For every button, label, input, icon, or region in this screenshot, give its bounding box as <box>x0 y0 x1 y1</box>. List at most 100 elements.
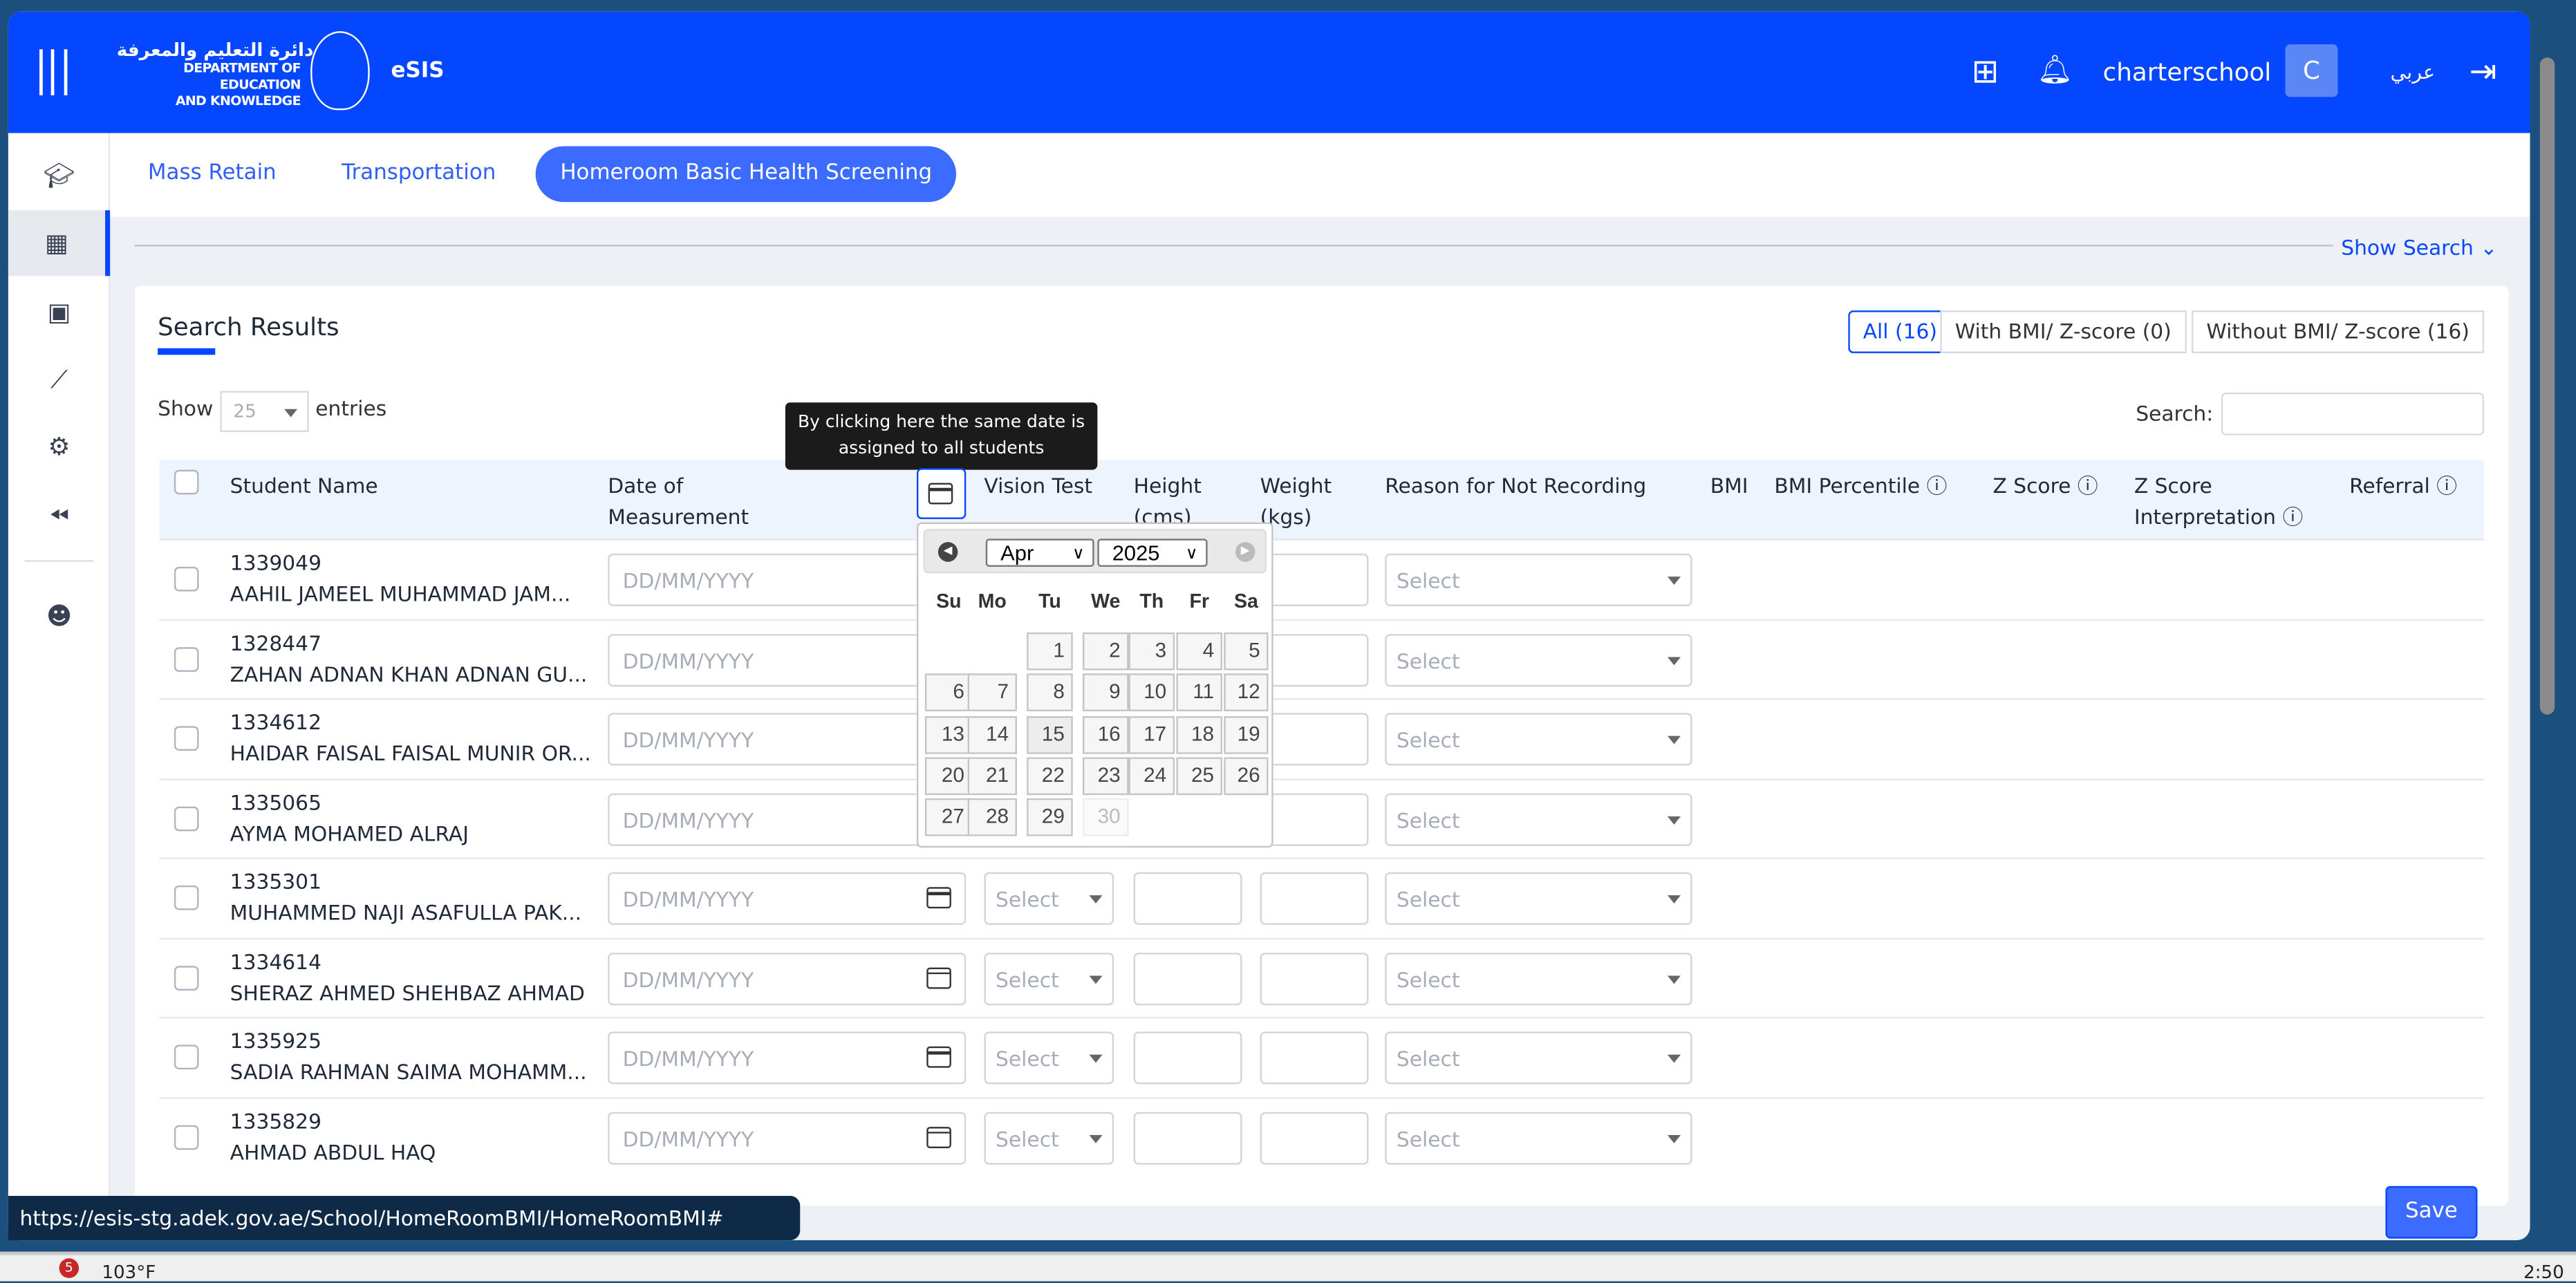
row-checkbox[interactable] <box>174 885 199 910</box>
day-cell[interactable]: 1 <box>1027 632 1073 671</box>
row-checkbox[interactable] <box>174 965 199 990</box>
col-height[interactable]: Height (cms) <box>1133 473 1202 530</box>
day-cell[interactable]: 2 <box>1082 632 1129 671</box>
month-select[interactable]: Apr ∨ <box>985 539 1094 567</box>
weight-input[interactable] <box>1260 553 1369 606</box>
clock[interactable]: 2:50 <box>2523 1261 2564 1283</box>
vision-select[interactable]: Select <box>984 872 1114 925</box>
col-bmi-percentile[interactable]: BMI Percentile ⓘ <box>1774 470 1947 501</box>
entries-select[interactable]: 25 <box>220 391 309 432</box>
weight-input[interactable] <box>1260 1031 1369 1085</box>
username[interactable]: charterschool <box>2102 57 2272 87</box>
row-checkbox[interactable] <box>174 1124 199 1150</box>
day-cell[interactable]: 27 <box>924 798 973 836</box>
col-referral[interactable]: Referral ⓘ <box>2349 470 2457 501</box>
reason-select[interactable]: Select <box>1385 952 1692 1005</box>
student-name[interactable]: HAIDAR FAISAL FAISAL MUNIR OR... <box>230 740 591 766</box>
row-checkbox[interactable] <box>174 646 199 671</box>
height-input[interactable] <box>1133 872 1242 925</box>
student-name[interactable]: AYMA MOHAMED ALRAJ <box>230 820 469 845</box>
menu-icon-bar[interactable] <box>50 49 55 95</box>
row-checkbox[interactable] <box>174 1045 199 1069</box>
reason-select[interactable]: Select <box>1385 553 1692 606</box>
day-cell[interactable]: 16 <box>1082 715 1129 753</box>
reason-select[interactable]: Select <box>1385 1111 1692 1164</box>
col-z-interpretation[interactable]: Z Score Interpretation ⓘ <box>2134 470 2331 532</box>
building-icon[interactable]: ▦ <box>8 210 111 277</box>
tab-transportation[interactable]: Transportation <box>342 160 496 186</box>
date-input[interactable]: DD/MM/YYYY <box>608 1111 967 1164</box>
day-cell[interactable]: 15 <box>1027 715 1073 753</box>
scrollbar-thumb[interactable] <box>2539 57 2555 715</box>
day-cell[interactable]: 10 <box>1128 673 1175 712</box>
day-cell[interactable]: 21 <box>967 757 1017 795</box>
calendar-icon[interactable] <box>926 1125 951 1148</box>
calendar-icon[interactable] <box>926 966 951 989</box>
col-date[interactable]: Date of Measurement <box>608 473 749 530</box>
day-cell[interactable]: 26 <box>1224 757 1269 795</box>
reason-select[interactable]: Select <box>1385 713 1692 766</box>
day-cell[interactable]: 8 <box>1027 673 1073 712</box>
vision-select[interactable]: Select <box>984 1031 1114 1085</box>
student-name[interactable]: AAHIL JAMEEL MUHAMMAD JAM... <box>230 581 571 606</box>
filter-with-bmi[interactable]: With BMI/ Z-score (0) <box>1940 310 2187 353</box>
select-all-checkbox[interactable] <box>174 469 199 495</box>
student-name[interactable]: ZAHAN ADNAN KHAN ADNAN GU... <box>230 661 588 686</box>
day-cell[interactable]: 14 <box>967 715 1017 753</box>
info-icon[interactable]: ⓘ <box>1926 473 1948 498</box>
language-toggle[interactable]: عربي <box>2390 60 2435 84</box>
col-weight[interactable]: Weight (kgs) <box>1260 473 1332 530</box>
day-cell[interactable]: 20 <box>924 757 973 795</box>
reason-select[interactable]: Select <box>1385 1031 1692 1085</box>
date-input[interactable]: DD/MM/YYYY <box>608 952 967 1005</box>
date-input[interactable]: DD/MM/YYYY <box>608 872 967 925</box>
next-month-icon[interactable]: ▶ <box>1235 542 1256 562</box>
menu-icon[interactable] <box>39 49 43 95</box>
student-name[interactable]: SADIA RAHMAN SAIMA MOHAMM... <box>230 1059 587 1085</box>
weather[interactable]: 103°F <box>102 1261 156 1283</box>
day-cell[interactable]: 4 <box>1176 632 1222 671</box>
col-z-score[interactable]: Z Score ⓘ <box>1992 470 2098 501</box>
info-icon[interactable]: ⓘ <box>2282 504 2304 530</box>
student-name[interactable]: MUHAMMED NAJI ASAFULLA PAK... <box>230 900 582 925</box>
calendar-icon[interactable] <box>926 887 951 909</box>
weight-input[interactable] <box>1260 713 1369 766</box>
col-vision[interactable]: Vision Test <box>984 473 1093 498</box>
filter-without-bmi[interactable]: Without BMI/ Z-score (16) <box>2191 310 2485 353</box>
day-cell[interactable]: 7 <box>967 673 1017 712</box>
height-input[interactable] <box>1133 1031 1242 1085</box>
row-checkbox[interactable] <box>174 726 199 751</box>
day-cell[interactable]: 29 <box>1027 798 1073 836</box>
tab-homeroom-health-screening[interactable]: Homeroom Basic Health Screening <box>535 146 957 203</box>
apps-add-icon[interactable]: ⊞ <box>1971 50 1999 91</box>
date-input[interactable]: DD/MM/YYYY <box>608 1031 967 1085</box>
date-input[interactable]: DD/MM/YYYY <box>608 792 967 845</box>
weight-input[interactable] <box>1260 1111 1369 1164</box>
bell-icon[interactable]: 🔔︎ <box>2037 54 2073 87</box>
scrollbar[interactable] <box>2537 49 2558 1240</box>
weight-input[interactable] <box>1260 952 1369 1005</box>
vision-select[interactable]: Select <box>984 952 1114 1005</box>
day-cell[interactable]: 19 <box>1224 715 1269 753</box>
menu-icon-bar[interactable] <box>64 49 68 95</box>
day-cell[interactable]: 25 <box>1176 757 1222 795</box>
day-cell[interactable]: 11 <box>1176 673 1222 712</box>
graduation-cap-icon[interactable]: 🎓︎ <box>43 160 75 191</box>
chart-line-icon[interactable]: ⟋ <box>50 364 68 395</box>
smiley-icon[interactable]: ☻ <box>46 601 73 631</box>
day-cell[interactable]: 9 <box>1082 673 1129 712</box>
filter-all[interactable]: All (16) <box>1848 310 1952 353</box>
day-cell[interactable]: 24 <box>1128 757 1175 795</box>
day-cell[interactable]: 17 <box>1128 715 1175 753</box>
weight-input[interactable] <box>1260 872 1369 925</box>
calendar-check-icon[interactable]: ▣ <box>47 297 71 327</box>
col-reason[interactable]: Reason for Not Recording <box>1385 473 1647 498</box>
date-input[interactable]: DD/MM/YYYY <box>608 553 967 606</box>
avatar[interactable]: C <box>2285 44 2338 97</box>
logout-icon[interactable]: ⇥ <box>2469 50 2497 91</box>
info-icon[interactable]: ⓘ <box>2436 473 2458 498</box>
date-input[interactable]: DD/MM/YYYY <box>608 713 967 766</box>
height-input[interactable] <box>1133 952 1242 1005</box>
vision-select[interactable]: Select <box>984 1111 1114 1164</box>
col-bmi[interactable]: BMI <box>1710 473 1748 498</box>
